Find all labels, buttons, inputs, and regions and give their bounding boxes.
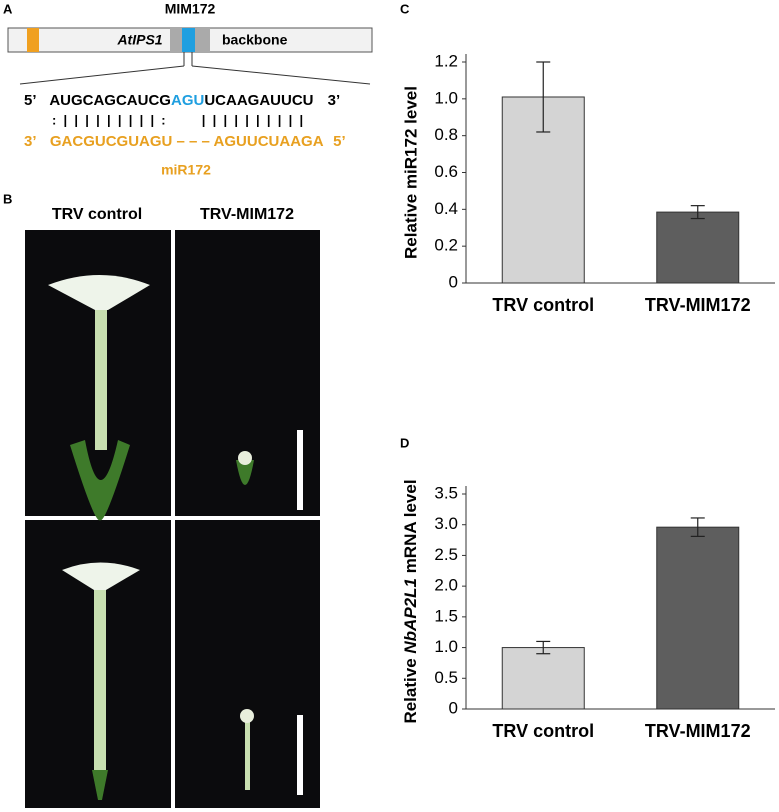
sequence-top: 5’ AUGCAGCAUCGAGUUCAAGAUUCU 3’ bbox=[24, 92, 340, 109]
flower-tube bbox=[94, 585, 106, 775]
zoom-lines bbox=[19, 52, 371, 85]
y-axis-label: Relative NbAP2L1 mRNA level bbox=[401, 479, 420, 723]
seq: AUGCAGCAUCG bbox=[49, 92, 171, 109]
y-tick-label: 0.4 bbox=[434, 199, 458, 218]
column-label: TRV-MIM172 bbox=[200, 206, 294, 223]
y-tick-label: 2.0 bbox=[434, 576, 458, 595]
flower-bud bbox=[240, 709, 254, 723]
y-tick-label: 1.5 bbox=[434, 606, 458, 625]
scale-bar bbox=[297, 715, 303, 795]
x-tick-label: TRV control bbox=[492, 295, 594, 315]
y-tick-label: 1.2 bbox=[434, 51, 458, 70]
gray-block bbox=[195, 28, 210, 52]
y-axis-label: Relative miR172 level bbox=[401, 86, 420, 259]
bar bbox=[656, 211, 740, 284]
flower-calyx bbox=[236, 460, 254, 485]
flower-petals bbox=[48, 275, 150, 310]
y-tick-label: 3.5 bbox=[434, 483, 458, 502]
gene-label: AtIPS1 bbox=[116, 32, 162, 48]
bar bbox=[501, 647, 585, 710]
flower-petals bbox=[62, 562, 140, 590]
error-bar bbox=[536, 640, 551, 655]
mim-block bbox=[182, 28, 195, 52]
y-tick-label: 0.5 bbox=[434, 668, 458, 687]
error-bar bbox=[690, 205, 705, 220]
scale-bar bbox=[297, 430, 303, 510]
column-label: TRV control bbox=[52, 206, 142, 223]
y-tick-label: 0 bbox=[449, 272, 458, 291]
y-tick-label: 0 bbox=[449, 698, 458, 717]
panel-label: D bbox=[400, 435, 409, 450]
end: 5’ bbox=[24, 92, 36, 109]
seq: AGUUCUAAGA bbox=[214, 133, 324, 150]
y-axis-label-part: NbAP2L1 bbox=[401, 578, 420, 654]
pairing: : | | | | | | | | | : | | | | | | | | | … bbox=[52, 112, 303, 127]
orange-block bbox=[27, 28, 39, 52]
end: 3’ bbox=[24, 133, 36, 150]
flower-tube bbox=[245, 715, 250, 790]
y-tick-label: 2.5 bbox=[434, 545, 458, 564]
sequence-bottom: 3’ GACGUCGUAGU – – – AGUUCUAAGA 5’ bbox=[24, 133, 346, 150]
y-tick-label: 0.8 bbox=[434, 125, 458, 144]
bar bbox=[656, 526, 740, 710]
photos bbox=[25, 230, 320, 808]
y-axis-label-part: Relative bbox=[401, 654, 420, 724]
flower-calyx bbox=[70, 440, 130, 521]
y-tick-label: 3.0 bbox=[434, 514, 458, 533]
seq: UCAAGAUUCU bbox=[204, 92, 313, 109]
y-axis-label-part: mRNA level bbox=[401, 479, 420, 578]
seq-gap: – – – bbox=[177, 133, 210, 150]
seq-bulge: AGU bbox=[171, 92, 204, 109]
flower-stem bbox=[92, 770, 108, 800]
panel-label: A bbox=[3, 1, 13, 16]
x-tick-label: TRV-MIM172 bbox=[645, 295, 751, 315]
error-bar bbox=[690, 517, 705, 537]
seq: GACGUCGUAGU bbox=[50, 133, 173, 150]
y-tick-label: 0.6 bbox=[434, 162, 458, 181]
backbone-label: backbone bbox=[222, 32, 288, 48]
x-tick-label: TRV-MIM172 bbox=[645, 721, 751, 741]
panel-label: C bbox=[400, 1, 410, 16]
y-tick-label: 1.0 bbox=[434, 637, 458, 656]
error-bar bbox=[536, 61, 551, 133]
gray-block bbox=[170, 28, 182, 52]
y-tick-label: 0.2 bbox=[434, 236, 458, 255]
x-tick-label: TRV control bbox=[492, 721, 594, 741]
mirna-label: miR172 bbox=[161, 162, 211, 178]
flower-tube bbox=[95, 300, 107, 450]
end: 5’ bbox=[333, 133, 346, 150]
flower-bud bbox=[238, 451, 252, 465]
construct-label: MIM172 bbox=[165, 1, 216, 17]
panel-label: B bbox=[3, 191, 12, 206]
end: 3’ bbox=[328, 92, 341, 109]
y-tick-label: 1.0 bbox=[434, 88, 458, 107]
